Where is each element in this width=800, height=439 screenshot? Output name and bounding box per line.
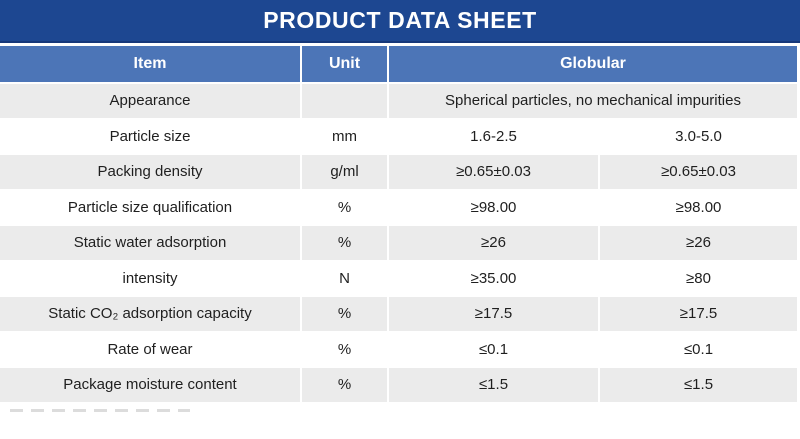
item-cell: Particle size qualification bbox=[0, 190, 300, 224]
row-rate-of-wear: Rate of wear % ≤0.1 ≤0.1 bbox=[0, 332, 800, 366]
value-cell-2: ≥98.00 bbox=[600, 190, 797, 224]
unit-cell: mm bbox=[302, 119, 387, 153]
row-appearance: Appearance Spherical particles, no mecha… bbox=[0, 84, 800, 118]
header-unit: Unit bbox=[302, 46, 387, 82]
value-cell-1: 1.6-2.5 bbox=[389, 119, 598, 153]
unit-cell bbox=[302, 84, 387, 118]
header-globular: Globular bbox=[389, 46, 797, 82]
item-cell: Rate of wear bbox=[0, 332, 300, 366]
product-data-sheet: PRODUCT DATA SHEET Item Unit Globular Ap… bbox=[0, 0, 800, 412]
value-cell-1: ≥35.00 bbox=[389, 261, 598, 295]
unit-cell: % bbox=[302, 297, 387, 331]
unit-cell: % bbox=[302, 190, 387, 224]
item-cell: intensity bbox=[0, 261, 300, 295]
unit-cell: % bbox=[302, 332, 387, 366]
page-title: PRODUCT DATA SHEET bbox=[263, 7, 537, 33]
row-particle-size: Particle size mm 1.6-2.5 3.0-5.0 bbox=[0, 119, 800, 153]
value-cell-1: ≥17.5 bbox=[389, 297, 598, 331]
value-cell-2: ≤0.1 bbox=[600, 332, 797, 366]
cropped-text-top bbox=[10, 408, 190, 412]
item-cell: Static CO₂ adsorption capacity bbox=[0, 297, 300, 331]
item-cell: Appearance bbox=[0, 84, 300, 118]
title-bar: PRODUCT DATA SHEET bbox=[0, 0, 800, 43]
value-cell-1: ≥26 bbox=[389, 226, 598, 260]
row-particle-size-qualification: Particle size qualification % ≥98.00 ≥98… bbox=[0, 190, 800, 224]
item-cell: Package moisture content bbox=[0, 368, 300, 402]
value-cell-2: ≥0.65±0.03 bbox=[600, 155, 797, 189]
unit-cell: % bbox=[302, 226, 387, 260]
item-cell: Packing density bbox=[0, 155, 300, 189]
value-cell-1: ≥0.65±0.03 bbox=[389, 155, 598, 189]
item-cell: Particle size bbox=[0, 119, 300, 153]
unit-cell: g/ml bbox=[302, 155, 387, 189]
value-cell-2: ≥26 bbox=[600, 226, 797, 260]
cropped-next-row bbox=[0, 408, 800, 439]
table-header-row: Item Unit Globular bbox=[0, 46, 800, 82]
value-cell-2: ≥17.5 bbox=[600, 297, 797, 331]
unit-cell: N bbox=[302, 261, 387, 295]
header-item: Item bbox=[0, 46, 300, 82]
value-cell-1: ≤0.1 bbox=[389, 332, 598, 366]
table-body: Appearance Spherical particles, no mecha… bbox=[0, 84, 800, 402]
value-cell-1: ≤1.5 bbox=[389, 368, 598, 402]
value-cell-2: 3.0-5.0 bbox=[600, 119, 797, 153]
row-package-moisture-content: Package moisture content % ≤1.5 ≤1.5 bbox=[0, 368, 800, 402]
value-cell-2: ≥80 bbox=[600, 261, 797, 295]
row-static-co2-adsorption-capacity: Static CO₂ adsorption capacity % ≥17.5 ≥… bbox=[0, 297, 800, 331]
unit-cell: % bbox=[302, 368, 387, 402]
row-packing-density: Packing density g/ml ≥0.65±0.03 ≥0.65±0.… bbox=[0, 155, 800, 189]
row-static-water-adsorption: Static water adsorption % ≥26 ≥26 bbox=[0, 226, 800, 260]
value-cell-2: ≤1.5 bbox=[600, 368, 797, 402]
merged-value-cell: Spherical particles, no mechanical impur… bbox=[389, 84, 797, 118]
row-intensity: intensity N ≥35.00 ≥80 bbox=[0, 261, 800, 295]
item-cell: Static water adsorption bbox=[0, 226, 300, 260]
value-cell-1: ≥98.00 bbox=[389, 190, 598, 224]
